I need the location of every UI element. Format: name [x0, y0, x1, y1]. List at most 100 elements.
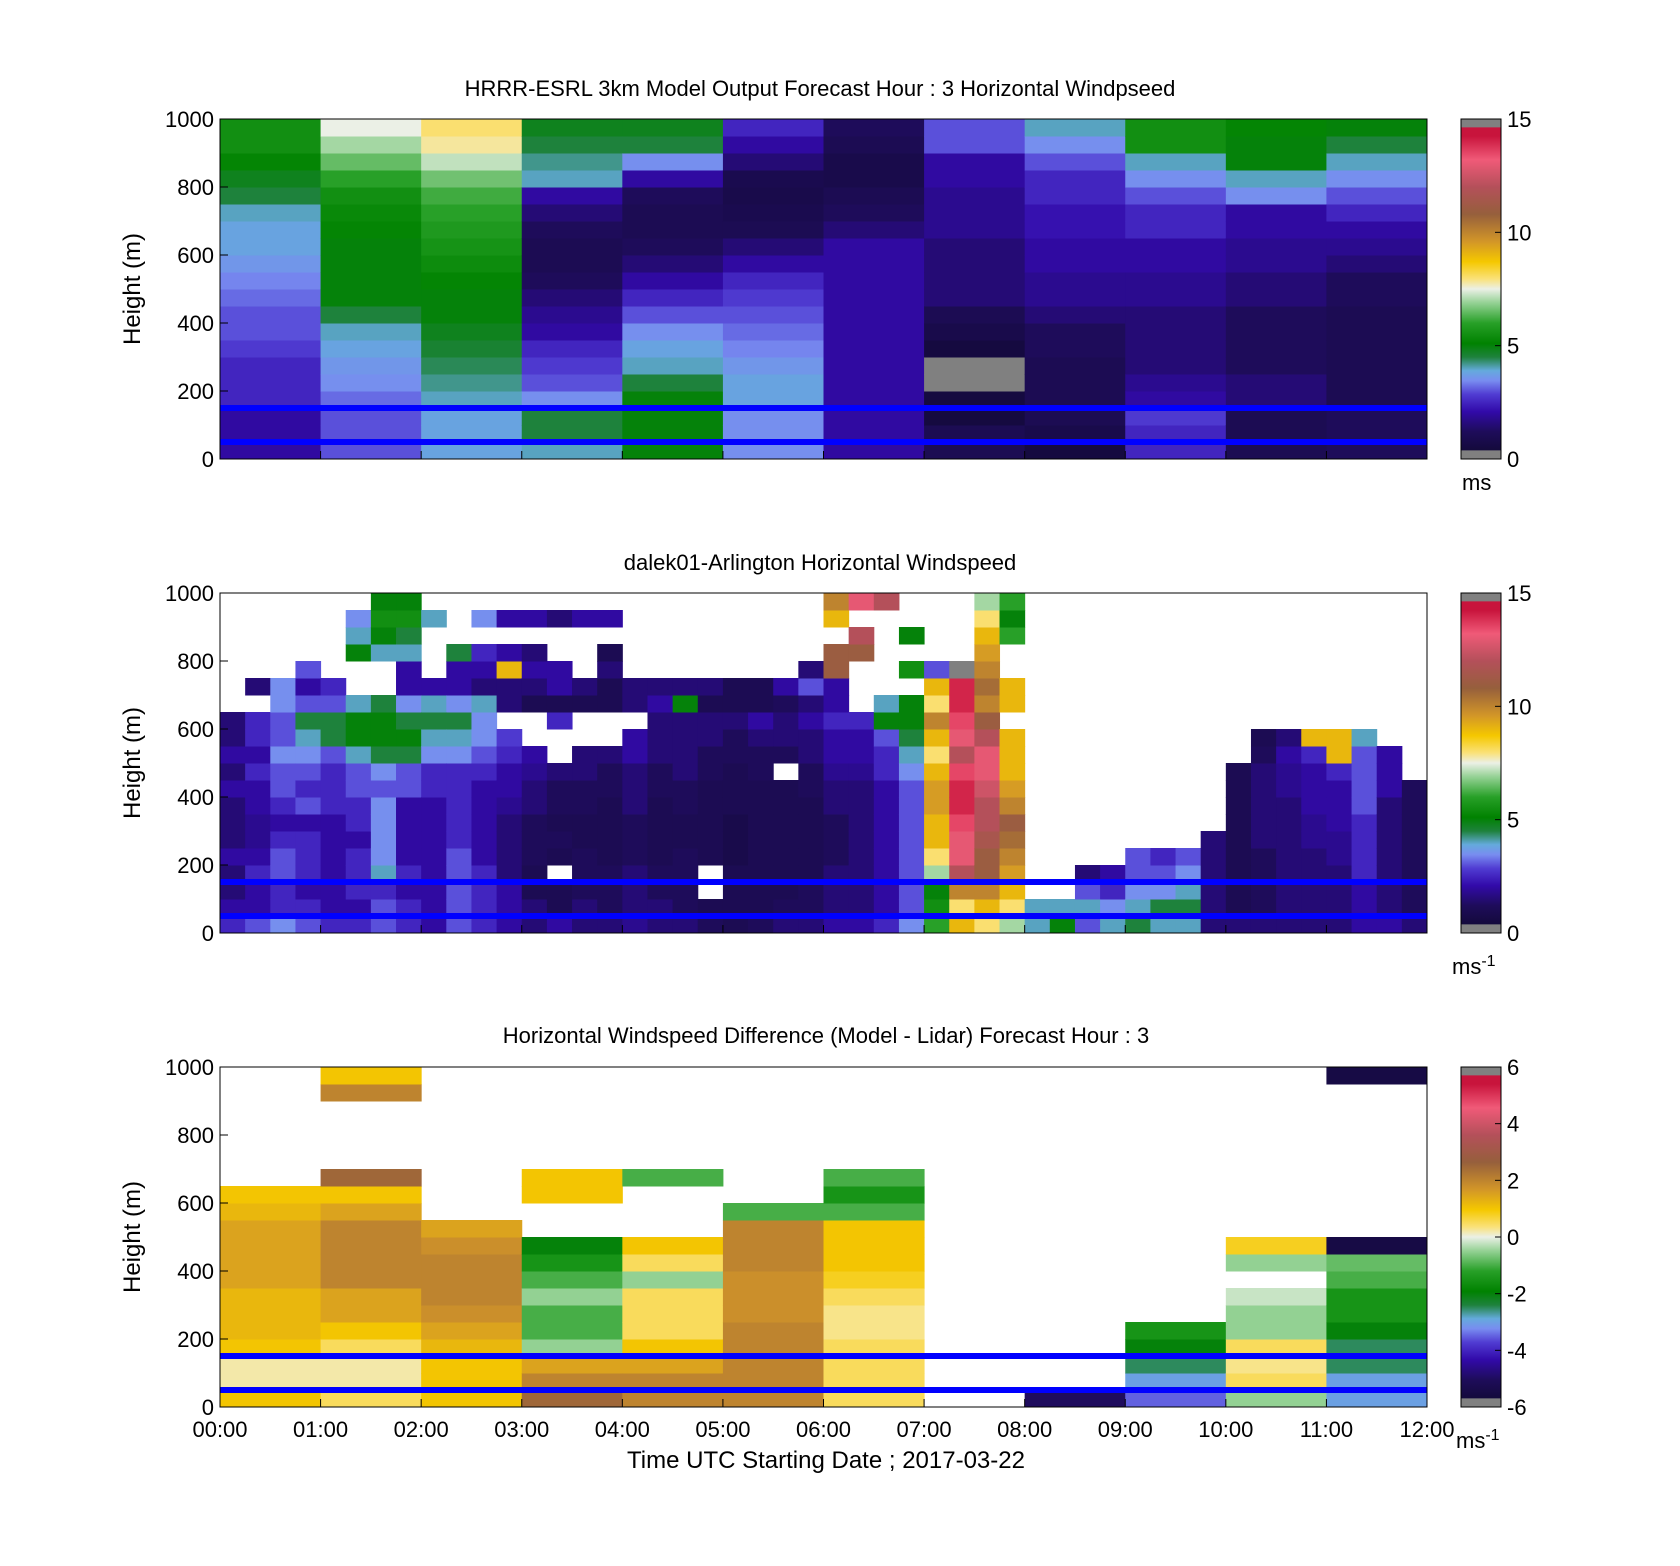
heatmap-cell: [697, 729, 724, 747]
heatmap-cell: [1276, 729, 1302, 747]
heatmap-cell: [396, 797, 422, 815]
heatmap-cell: [697, 797, 724, 815]
heatmap-cell: [924, 153, 1026, 171]
heatmap-cell: [320, 1237, 422, 1255]
heatmap-cell: [722, 1203, 824, 1221]
heatmap-cell: [1175, 882, 1202, 900]
heatmap-cell: [220, 899, 246, 917]
heatmap-cell: [1024, 119, 1126, 137]
heatmap-cell: [245, 746, 271, 764]
heatmap-cell: [1225, 323, 1327, 341]
heatmap-cell: [421, 323, 523, 341]
heatmap-cell: [421, 272, 523, 290]
colorbar-gradient: [1460, 118, 1502, 460]
heatmap-cell: [848, 814, 875, 832]
heatmap-cell: [345, 763, 372, 781]
heatmap-cell: [697, 695, 724, 713]
heatmap-cell: [798, 746, 824, 764]
heatmap-cell: [873, 780, 900, 798]
heatmap-cell: [672, 899, 699, 917]
heatmap-cell: [546, 661, 573, 679]
heatmap-cell: [421, 1322, 523, 1340]
heatmap-cell: [572, 797, 598, 815]
heatmap-cell: [823, 255, 925, 273]
heatmap-cell: [295, 899, 322, 917]
heatmap-cell: [1125, 187, 1227, 205]
heatmap-cell: [873, 899, 900, 917]
heatmap-cell: [622, 1305, 724, 1323]
heatmap-cell: [823, 408, 925, 426]
heatmap-cell: [773, 729, 799, 747]
heatmap-cell: [1024, 916, 1051, 934]
heatmap-cell: [622, 442, 724, 460]
heatmap-cell: [924, 170, 1026, 188]
heatmap-cell: [496, 848, 523, 866]
heatmap-cell: [722, 272, 824, 290]
heatmap-cell: [1225, 272, 1327, 290]
panel-model: HRRR-ESRL 3km Model Output Forecast Hour…: [119, 76, 1531, 495]
heatmap-cell: [823, 340, 925, 358]
heatmap-cell: [421, 357, 523, 375]
heatmap-cell: [974, 814, 1001, 832]
heatmap-cell: [496, 644, 523, 662]
heatmap-cell: [370, 848, 397, 866]
heatmap-cell: [1225, 357, 1327, 375]
heatmap-cell: [722, 221, 824, 239]
heatmap-cell: [396, 593, 422, 611]
heatmap-cell: [1125, 272, 1227, 290]
heatmap-cell: [1125, 289, 1227, 307]
heatmap-cell: [848, 746, 875, 764]
heatmap-cell: [848, 916, 875, 934]
heatmap-cell: [396, 882, 422, 900]
heatmap-cell: [1024, 272, 1126, 290]
heatmap-cell: [1225, 831, 1252, 849]
heatmap-cell: [722, 780, 749, 798]
heatmap-cell: [748, 763, 774, 781]
heatmap-cell: [245, 729, 271, 747]
heatmap-cell: [396, 899, 422, 917]
heatmap-cell: [697, 916, 724, 934]
heatmap-cell: [245, 831, 271, 849]
heatmap-cell: [1225, 1356, 1327, 1374]
heatmap-cells: [220, 119, 1428, 460]
heatmap-cell: [1100, 865, 1126, 883]
y-tick-label: 600: [177, 717, 214, 742]
heatmap-cell: [672, 814, 699, 832]
heatmap-cell: [773, 746, 799, 764]
heatmap-cell: [572, 780, 598, 798]
heatmap-cell: [722, 729, 749, 747]
heatmap-cell: [823, 593, 850, 611]
heatmap-cell: [521, 865, 548, 883]
heatmap-cell: [421, 899, 447, 917]
heatmap-cell: [974, 780, 1001, 798]
heatmap-cell: [597, 814, 623, 832]
colorbar-tick-label: 10: [1507, 694, 1531, 719]
colorbar-tick-label: 5: [1507, 334, 1519, 359]
heatmap-cell: [1326, 391, 1428, 409]
heatmap-cell: [1376, 797, 1403, 815]
heatmap-cell: [924, 746, 950, 764]
heatmap-cell: [1276, 865, 1302, 883]
heatmap-cell: [1100, 916, 1126, 934]
heatmap-cell: [421, 1339, 523, 1357]
heatmap-cell: [722, 153, 824, 171]
heatmap-cell: [722, 442, 824, 460]
colorbar-ticks: -6 -4 -2 0 2 4 6: [1495, 1055, 1527, 1420]
heatmap-cell: [974, 848, 1001, 866]
colorbar-unit-sup: -1: [1481, 953, 1495, 970]
heatmap-cell: [320, 425, 422, 443]
heatmap-cell: [572, 865, 598, 883]
heatmap-cell: [521, 391, 623, 409]
heatmap-cell: [798, 916, 824, 934]
heatmap-cell: [898, 865, 925, 883]
heatmap-cell: [1326, 306, 1428, 324]
heatmap-cell: [220, 255, 322, 273]
heatmap-cell: [647, 848, 674, 866]
heatmap-cell: [999, 831, 1026, 849]
heatmap-cell: [220, 831, 246, 849]
heatmap-cell: [974, 610, 1001, 628]
heatmap-cell: [471, 882, 498, 900]
heatmap-cell: [1326, 170, 1428, 188]
heatmap-cell: [1024, 221, 1126, 239]
panel-title: Horizontal Windspeed Difference (Model -…: [503, 1023, 1149, 1048]
